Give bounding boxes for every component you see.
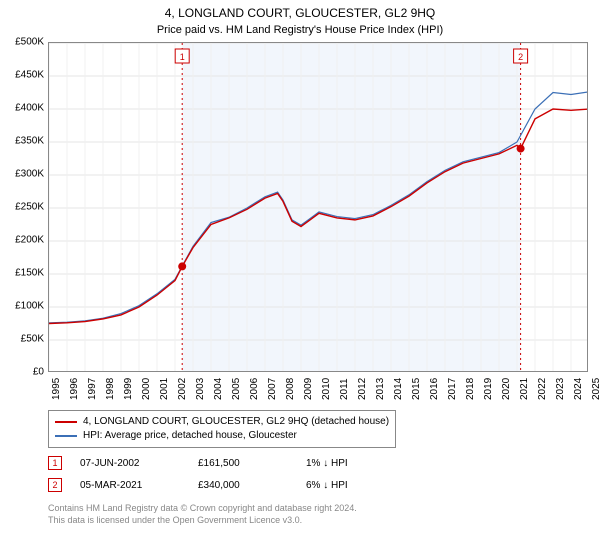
y-tick-label: £150K <box>15 268 44 279</box>
legend-swatch-2 <box>55 435 77 437</box>
svg-text:2: 2 <box>518 52 523 62</box>
legend-label-1: 4, LONGLAND COURT, GLOUCESTER, GL2 9HQ (… <box>83 415 389 429</box>
sale-price: £340,000 <box>198 480 288 491</box>
x-tick-label: 1998 <box>105 378 116 400</box>
y-tick-label: £350K <box>15 136 44 147</box>
x-tick-label: 1999 <box>123 378 134 400</box>
sale-rows: 1 07-JUN-2002 £161,500 1% ↓ HPI 2 05-MAR-2021… <box>48 452 396 496</box>
x-tick-label: 2011 <box>339 378 350 400</box>
x-tick-label: 2019 <box>483 378 494 400</box>
sale-marker-box: 2 <box>48 478 62 492</box>
x-tick-label: 2001 <box>159 378 170 400</box>
chart-title: 4, LONGLAND COURT, GLOUCESTER, GL2 9HQ <box>0 0 600 20</box>
y-tick-label: £100K <box>15 301 44 312</box>
sale-pct: 6% ↓ HPI <box>306 480 396 491</box>
x-tick-label: 1996 <box>69 378 80 400</box>
chart-plot: 12 <box>48 42 588 372</box>
x-tick-label: 1995 <box>51 378 62 400</box>
x-tick-label: 2015 <box>411 378 422 400</box>
legend-box: 4, LONGLAND COURT, GLOUCESTER, GL2 9HQ (… <box>48 410 396 448</box>
y-tick-label: £50K <box>21 334 44 345</box>
x-tick-label: 2010 <box>321 378 332 400</box>
x-tick-label: 2021 <box>519 378 530 400</box>
footer: Contains HM Land Registry data © Crown c… <box>48 502 357 526</box>
sale-marker-box: 1 <box>48 456 62 470</box>
x-tick-label: 1997 <box>87 378 98 400</box>
x-tick-label: 2018 <box>465 378 476 400</box>
y-tick-label: £500K <box>15 37 44 48</box>
x-tick-label: 2023 <box>555 378 566 400</box>
svg-text:1: 1 <box>180 52 185 62</box>
x-axis-labels: 1995 1996 1997 1998 1999 2000 2001 2002 2003 2004… <box>48 374 588 402</box>
sale-date: 05-MAR-2021 <box>80 480 180 491</box>
x-tick-label: 2003 <box>195 378 206 400</box>
legend-row-series1: 4, LONGLAND COURT, GLOUCESTER, GL2 9HQ (… <box>55 415 389 429</box>
sale-row: 2 05-MAR-2021 £340,000 6% ↓ HPI <box>48 474 396 496</box>
x-tick-label: 2007 <box>267 378 278 400</box>
sale-pct: 1% ↓ HPI <box>306 458 396 469</box>
footer-line-1: Contains HM Land Registry data © Crown c… <box>48 502 357 514</box>
x-tick-label: 2009 <box>303 378 314 400</box>
x-tick-label: 2017 <box>447 378 458 400</box>
x-tick-label: 2008 <box>285 378 296 400</box>
x-tick-label: 2004 <box>213 378 224 400</box>
legend-row-series2: HPI: Average price, detached house, Glou… <box>55 429 389 443</box>
sale-date: 07-JUN-2002 <box>80 458 180 469</box>
legend: 4, LONGLAND COURT, GLOUCESTER, GL2 9HQ (… <box>48 410 588 448</box>
chart-subtitle: Price paid vs. HM Land Registry's House … <box>0 20 600 40</box>
y-tick-label: £450K <box>15 70 44 81</box>
x-tick-label: 2025 <box>591 378 600 400</box>
x-tick-label: 2012 <box>357 378 368 400</box>
x-tick-label: 2002 <box>177 378 188 400</box>
footer-line-2: This data is licensed under the Open Gov… <box>48 514 357 526</box>
x-tick-label: 2000 <box>141 378 152 400</box>
y-tick-label: £200K <box>15 235 44 246</box>
sale-row: 1 07-JUN-2002 £161,500 1% ↓ HPI <box>48 452 396 474</box>
y-tick-label: £400K <box>15 103 44 114</box>
x-tick-label: 2014 <box>393 378 404 400</box>
y-axis-labels: £0£50K£100K£150K£200K£250K£300K£350K£400… <box>0 42 46 372</box>
y-tick-label: £300K <box>15 169 44 180</box>
y-tick-label: £250K <box>15 202 44 213</box>
x-tick-label: 2022 <box>537 378 548 400</box>
legend-label-2: HPI: Average price, detached house, Glou… <box>83 429 297 443</box>
chart-area: £0£50K£100K£150K£200K£250K£300K£350K£400… <box>48 42 588 402</box>
x-tick-label: 2013 <box>375 378 386 400</box>
x-tick-label: 2006 <box>249 378 260 400</box>
x-tick-label: 2016 <box>429 378 440 400</box>
y-tick-label: £0 <box>33 367 44 378</box>
x-tick-label: 2005 <box>231 378 242 400</box>
sale-price: £161,500 <box>198 458 288 469</box>
x-tick-label: 2024 <box>573 378 584 400</box>
x-tick-label: 2020 <box>501 378 512 400</box>
legend-swatch-1 <box>55 421 77 423</box>
